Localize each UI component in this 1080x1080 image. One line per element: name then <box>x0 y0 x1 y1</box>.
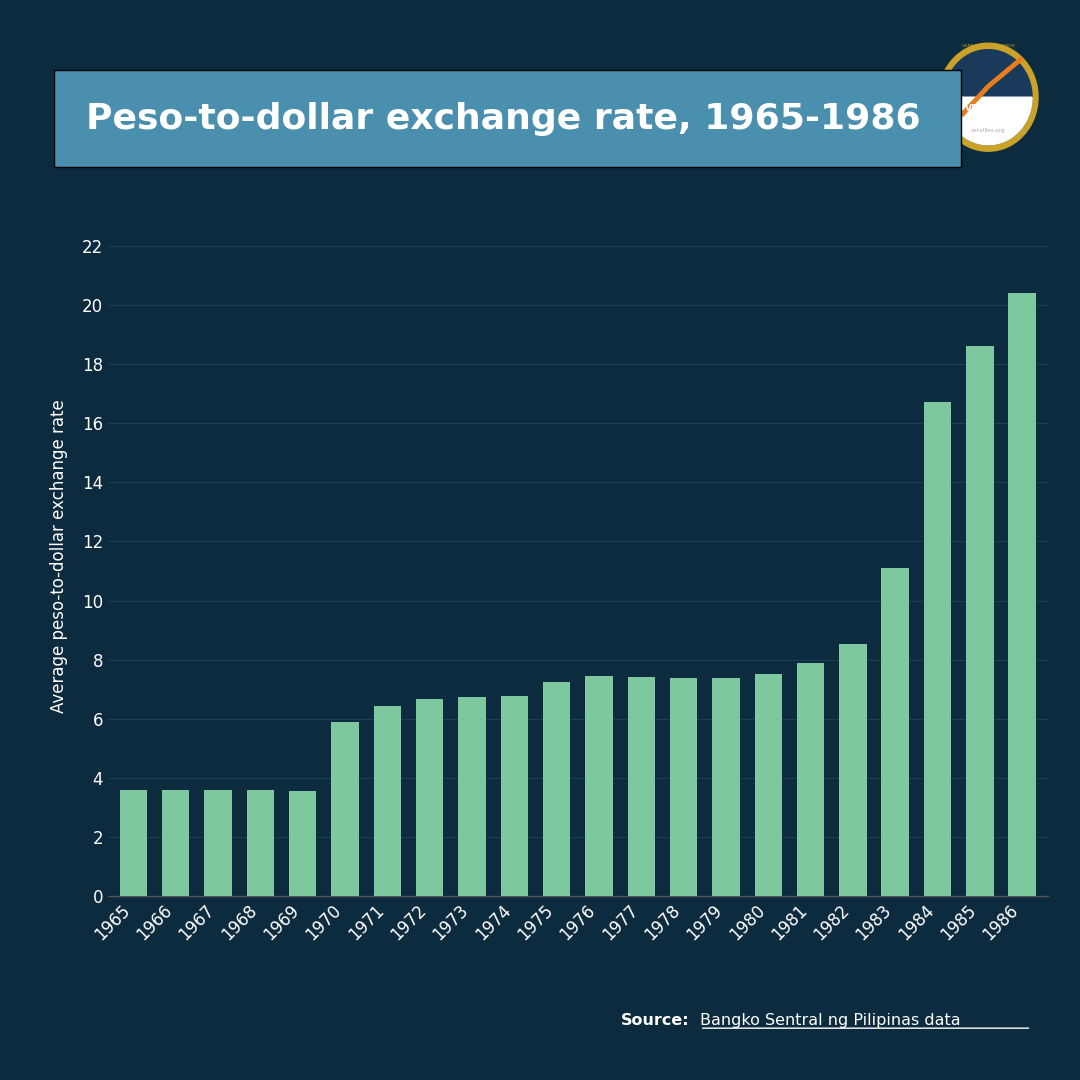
Bar <box>967 346 994 896</box>
Bar <box>543 681 570 896</box>
Bar <box>923 403 951 896</box>
Bar <box>204 789 232 896</box>
Bar <box>120 789 147 896</box>
Bar <box>839 644 866 896</box>
Bar <box>670 678 698 896</box>
Bar <box>627 677 656 896</box>
Bar <box>712 678 740 896</box>
Text: Source:: Source: <box>621 1013 690 1028</box>
Text: VERA FILES FACT CHECK: VERA FILES FACT CHECK <box>962 44 1014 48</box>
Bar <box>162 789 189 896</box>
Text: Bangko Sentral ng Pilipinas data: Bangko Sentral ng Pilipinas data <box>700 1013 960 1028</box>
Polygon shape <box>939 43 1038 151</box>
Polygon shape <box>944 97 1032 145</box>
Bar <box>1009 293 1036 896</box>
Bar <box>332 721 359 896</box>
Polygon shape <box>944 50 1032 145</box>
Text: Peso-to-dollar exchange rate, 1965-1986: Peso-to-dollar exchange rate, 1965-1986 <box>86 102 921 136</box>
Bar <box>797 663 824 896</box>
Text: verafiles.org: verafiles.org <box>971 129 1005 133</box>
Bar <box>416 699 444 896</box>
Bar <box>289 792 316 896</box>
Bar <box>374 706 401 896</box>
Text: VERAfied: VERAfied <box>964 104 1012 112</box>
Bar <box>500 696 528 896</box>
Y-axis label: Average peso-to-dollar exchange rate: Average peso-to-dollar exchange rate <box>50 400 68 713</box>
Bar <box>458 698 486 896</box>
Bar <box>585 676 612 896</box>
Bar <box>755 674 782 896</box>
Bar <box>246 789 274 896</box>
Bar <box>881 568 909 896</box>
